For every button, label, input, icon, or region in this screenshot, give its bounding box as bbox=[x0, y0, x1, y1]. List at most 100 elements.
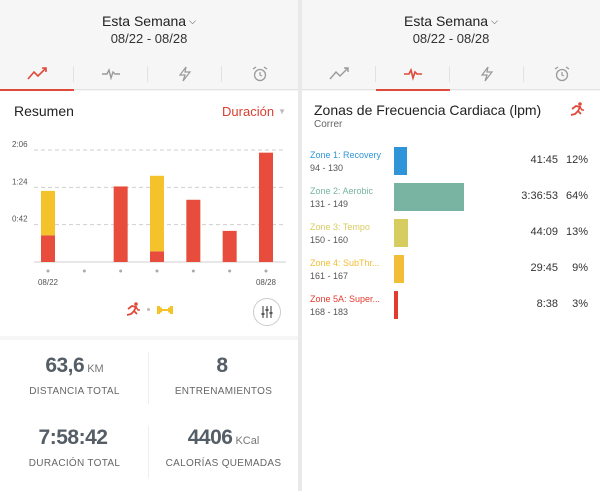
zone-bar bbox=[394, 219, 409, 247]
zone-time: 44:09 bbox=[530, 226, 558, 238]
hr-zones-title: Zonas de Frecuencia Cardiaca (lpm) bbox=[314, 102, 542, 118]
stat-unit: KM bbox=[87, 363, 104, 375]
sliders-icon bbox=[261, 306, 273, 318]
hr-zones-card: Zonas de Frecuencia Cardiaca (lpm) Corre… bbox=[302, 91, 600, 491]
tab-bar bbox=[302, 58, 600, 91]
bar-segment bbox=[186, 199, 201, 262]
x-tick-dot bbox=[191, 269, 195, 273]
x-tick-dot bbox=[46, 269, 50, 273]
zone-range: 150 - 160 bbox=[310, 235, 349, 245]
legend-separator-dot bbox=[147, 308, 150, 311]
zone-name: Zone 5A: Super... bbox=[310, 294, 381, 304]
stat-label: ENTRENAMIENTOS bbox=[174, 386, 273, 397]
stat-calories: 4406 KCal CALORÍAS QUEMADAS bbox=[149, 426, 298, 469]
tab-alarm[interactable] bbox=[524, 58, 600, 90]
bar-segment bbox=[150, 175, 164, 252]
x-tick-dot bbox=[155, 269, 159, 273]
tab-separator bbox=[221, 66, 222, 82]
tab-trend[interactable] bbox=[302, 58, 376, 90]
x-tick-dot bbox=[82, 269, 86, 273]
zone-range: 161 - 167 bbox=[310, 271, 349, 281]
stat-distance: 63,6 KM DISTANCIA TOTAL bbox=[0, 354, 149, 397]
stat-unit: KCal bbox=[235, 435, 260, 447]
zone-name: Zone 2: Aerobic bbox=[310, 186, 374, 196]
week-selector[interactable]: Esta Semana ⌵ bbox=[302, 0, 600, 31]
zone-percent: 64% bbox=[565, 190, 588, 202]
tab-lightning[interactable] bbox=[148, 58, 222, 90]
stat-value: 7:58:42 bbox=[38, 426, 108, 449]
zone-range: 131 - 149 bbox=[310, 199, 349, 209]
stat-label: DISTANCIA TOTAL bbox=[29, 386, 120, 397]
zone-range: 168 - 183 bbox=[310, 307, 349, 317]
lightning-icon bbox=[480, 66, 494, 82]
x-tick-dot bbox=[228, 269, 232, 273]
active-tab-indicator bbox=[0, 89, 74, 91]
zone-row: Zone 3: Tempo 150 - 160 44:09 13% bbox=[302, 219, 600, 255]
stat-value: 8 bbox=[216, 354, 228, 377]
zone-name: Zone 1: Recovery bbox=[310, 150, 382, 160]
stats-grid: 63,6 KM DISTANCIA TOTAL 8 ENTRENAMIENTOS … bbox=[0, 340, 298, 491]
tab-separator bbox=[375, 66, 376, 82]
tab-bar bbox=[0, 58, 298, 91]
y-tick-label: 0:42 bbox=[12, 215, 28, 224]
stat-value: 63,6 bbox=[45, 354, 85, 377]
tab-heart-rate[interactable] bbox=[376, 58, 450, 91]
hr-zones-subtitle: Correr bbox=[314, 119, 343, 130]
zone-name: Zone 4: SubThr... bbox=[310, 258, 380, 268]
week-selector[interactable]: Esta Semana ⌵ bbox=[0, 0, 298, 31]
tab-alarm[interactable] bbox=[222, 58, 298, 90]
tab-separator bbox=[73, 66, 74, 82]
heart-rate-zones-panel: Esta Semana ⌵ 08/22 - 08/28 Zonas de Frec… bbox=[302, 0, 600, 491]
zone-bar bbox=[394, 255, 404, 283]
stat-label: DURACIÓN TOTAL bbox=[28, 458, 121, 469]
alarm-clock-icon bbox=[554, 66, 570, 82]
active-tab-indicator bbox=[376, 89, 450, 91]
zone-percent: 9% bbox=[572, 262, 588, 274]
chevron-down-icon: ⌵ bbox=[491, 16, 498, 26]
heart-rate-icon bbox=[102, 67, 120, 81]
bar-segment bbox=[41, 235, 55, 262]
zone-row: Zone 1: Recovery 94 - 130 41:45 12% bbox=[302, 147, 600, 183]
heart-rate-icon bbox=[404, 67, 422, 81]
x-tick-label: 08/22 bbox=[38, 278, 59, 287]
stats-divider bbox=[148, 426, 149, 478]
x-tick-label: 08/28 bbox=[256, 278, 277, 287]
filter-button[interactable] bbox=[253, 298, 281, 326]
metric-selector-label: Duración bbox=[222, 104, 275, 119]
tab-separator bbox=[523, 66, 524, 82]
alarm-clock-icon bbox=[252, 66, 268, 82]
tab-heart-rate[interactable] bbox=[74, 58, 148, 90]
summary-card: Resumen Duración ▼ 0:42 1:24 2:06 08/22 08/28 bbox=[0, 91, 298, 336]
chevron-down-icon: ⌵ bbox=[189, 16, 196, 26]
date-range: 08/22 - 08/28 bbox=[412, 31, 490, 46]
bar-segment bbox=[259, 152, 273, 262]
y-tick-label: 2:06 bbox=[12, 140, 28, 149]
date-range: 08/22 - 08/28 bbox=[110, 31, 188, 46]
running-person-icon[interactable] bbox=[568, 101, 586, 119]
week-header: Esta Semana ⌵ 08/22 - 08/28 bbox=[0, 0, 298, 58]
zone-time: 41:45 bbox=[530, 154, 558, 166]
lightning-icon bbox=[178, 66, 192, 82]
summary-title: Resumen bbox=[14, 103, 74, 119]
trend-line-icon bbox=[27, 67, 47, 80]
stat-value: 4406 bbox=[187, 426, 233, 449]
y-tick-label: 1:24 bbox=[12, 177, 28, 186]
zone-row: Zone 5A: Super... 168 - 183 8:38 3% bbox=[302, 291, 600, 327]
zone-row: Zone 2: Aerobic 131 - 149 3:36:53 64% bbox=[302, 183, 600, 219]
zone-name: Zone 3: Tempo bbox=[310, 222, 370, 232]
tab-lightning[interactable] bbox=[450, 58, 524, 90]
week-label: Esta Semana bbox=[404, 13, 489, 29]
zone-time: 8:38 bbox=[536, 298, 558, 310]
metric-selector[interactable]: Duración ▼ bbox=[222, 104, 286, 119]
x-tick-dot bbox=[119, 269, 123, 273]
zone-row: Zone 4: SubThr... 161 - 167 29:45 9% bbox=[302, 255, 600, 291]
bar-segment bbox=[222, 230, 237, 262]
bar-segment bbox=[113, 186, 128, 262]
duration-bar-chart: 0:42 1:24 2:06 08/22 08/28 bbox=[12, 140, 286, 287]
stat-label: CALORÍAS QUEMADAS bbox=[165, 458, 282, 469]
tab-trend[interactable] bbox=[0, 58, 74, 91]
stats-divider bbox=[148, 352, 149, 404]
zone-bar bbox=[394, 183, 465, 211]
zone-bar bbox=[394, 147, 408, 175]
zone-time: 29:45 bbox=[530, 262, 558, 274]
